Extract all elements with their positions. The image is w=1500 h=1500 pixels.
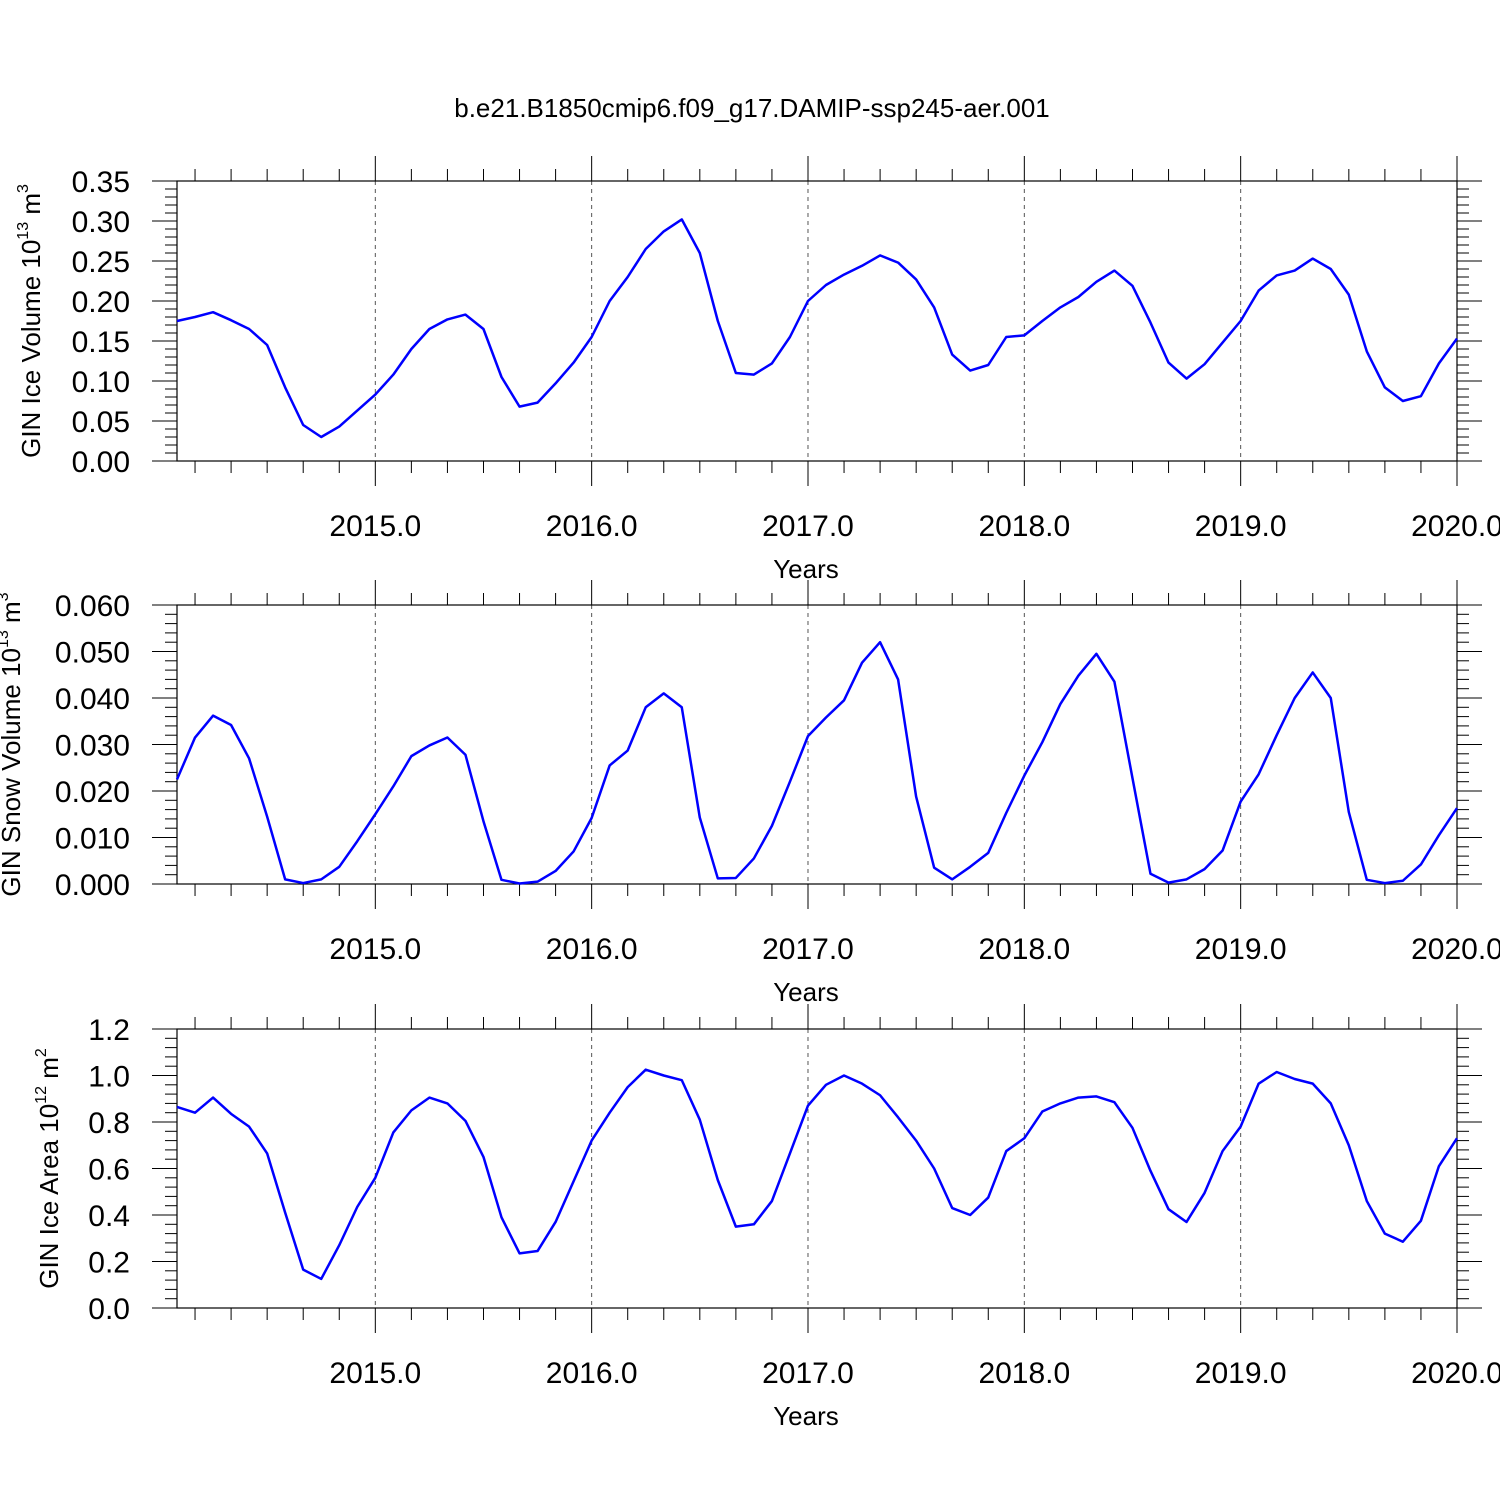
y-tick-label: 0.6 xyxy=(88,1154,130,1187)
series-line xyxy=(175,640,1458,885)
x-tick-label: 2017.0 xyxy=(762,510,854,543)
y-axis-label: GIN Ice Volume 1013 m3 xyxy=(15,184,46,458)
x-tick-label: 2018.0 xyxy=(978,510,1070,543)
x-tick-label: 2015.0 xyxy=(329,510,421,543)
x-tick-label: 2016.0 xyxy=(546,1357,638,1390)
y-tick-label: 0.060 xyxy=(55,590,130,623)
y-tick-label: 0.25 xyxy=(72,246,130,279)
y-tick-label: 0.35 xyxy=(72,166,130,199)
x-tick-label: 2020.0 xyxy=(1411,510,1500,543)
y-tick-label: 0.15 xyxy=(72,326,130,359)
x-axis-label: Years xyxy=(773,554,839,584)
y-tick-label: 0.010 xyxy=(55,823,130,856)
y-tick-label: 0.00 xyxy=(72,446,130,479)
y-tick-label: 1.0 xyxy=(88,1061,130,1094)
x-tick-label: 2016.0 xyxy=(546,510,638,543)
x-tick-label: 2018.0 xyxy=(978,933,1070,966)
x-tick-label: 2016.0 xyxy=(546,933,638,966)
y-tick-label: 0.05 xyxy=(72,406,130,439)
series-line xyxy=(176,218,1458,439)
y-tick-label: 0.2 xyxy=(88,1247,130,1280)
y-tick-label: 0.20 xyxy=(72,286,130,319)
panel-2: 0.000 0.010 0.020 0.030 0.040 0.050 0.060 2015.… xyxy=(0,580,1500,1007)
y-axis-label: GIN Snow Volume 1013 m3 xyxy=(0,592,26,896)
x-axis-label: Years xyxy=(773,1401,839,1431)
y-tick-label: 0.10 xyxy=(72,366,130,399)
x-tick-label: 2015.0 xyxy=(329,933,421,966)
y-tick-label: 0.30 xyxy=(72,206,130,239)
x-tick-label: 2018.0 xyxy=(978,1357,1070,1390)
x-tick-label: 2019.0 xyxy=(1195,1357,1287,1390)
chart-title: b.e21.B1850cmip6.f09_g17.DAMIP-ssp245-ae… xyxy=(454,93,1050,123)
y-tick-label: 0.030 xyxy=(55,730,130,763)
y-tick-label: 0.040 xyxy=(55,683,130,716)
y-tick-label: 1.2 xyxy=(88,1014,130,1047)
y-tick-label: 0.0 xyxy=(88,1293,130,1326)
x-tick-label: 2019.0 xyxy=(1195,933,1287,966)
plot-frame xyxy=(176,1028,1458,1309)
y-tick-label: 0.020 xyxy=(55,776,130,809)
plot-frame xyxy=(176,180,1458,462)
x-tick-label: 2017.0 xyxy=(762,933,854,966)
series-line xyxy=(176,1068,1458,1281)
x-tick-label: 2015.0 xyxy=(329,1357,421,1390)
y-tick-label: 0.050 xyxy=(55,637,130,670)
y-tick-label: 0.000 xyxy=(55,869,130,902)
x-axis-label: Years xyxy=(773,977,839,1007)
y-axis-label: GIN Ice Area 1012 m2 xyxy=(33,1048,64,1289)
y-tick-label: 0.4 xyxy=(88,1200,130,1233)
panel-3: 0.0 0.2 0.4 0.6 0.8 1.0 1.2 2015.0 2016.0 2017.0 2… xyxy=(33,1004,1500,1431)
panel-1: 0.00 0.05 0.10 0.15 0.20 0.25 0.30 0.35 2015.0 20… xyxy=(15,156,1500,584)
x-tick-label: 2019.0 xyxy=(1195,510,1287,543)
x-tick-label: 2017.0 xyxy=(762,1357,854,1390)
plot-frame xyxy=(176,604,1458,885)
x-tick-label: 2020.0 xyxy=(1411,1357,1500,1390)
x-tick-label: 2020.0 xyxy=(1411,933,1500,966)
y-tick-label: 0.8 xyxy=(88,1107,130,1140)
